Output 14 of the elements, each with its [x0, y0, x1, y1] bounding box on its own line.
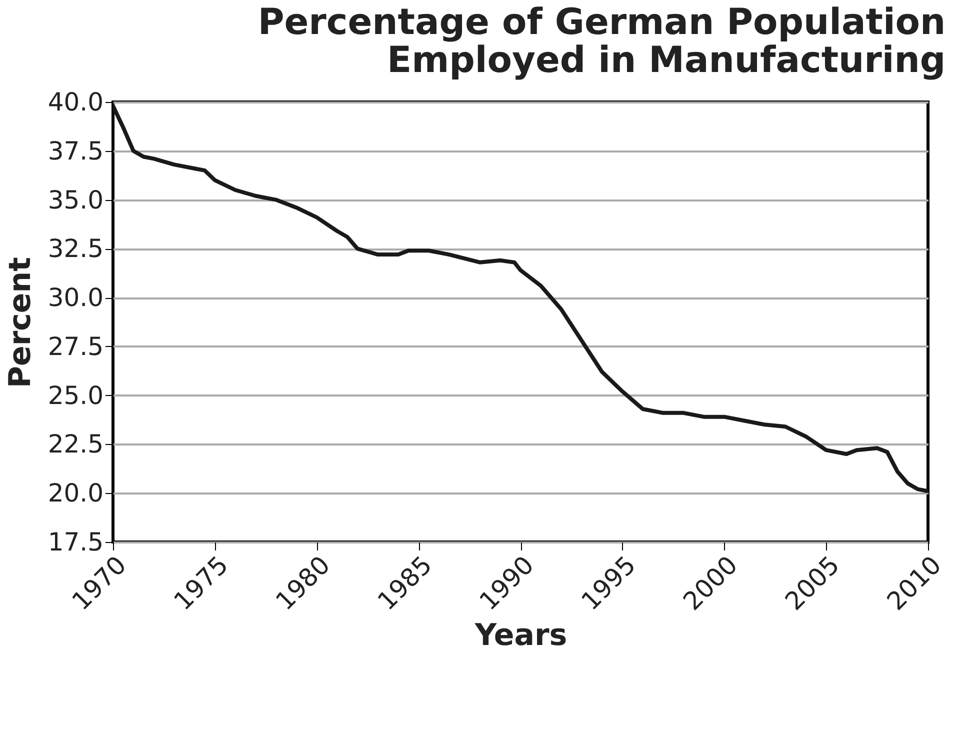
y-tick-label: 27.5: [48, 332, 104, 361]
y-tick-label: 40.0: [48, 88, 104, 116]
x-axis-title: Years: [474, 618, 568, 654]
y-axis-title: Percent: [2, 257, 38, 388]
y-tick-label: 20.0: [48, 478, 104, 508]
y-tick-label: 32.5: [48, 234, 104, 264]
y-tick-label: 22.5: [48, 430, 104, 459]
y-tick-label: 17.5: [48, 528, 104, 556]
y-tick-label: 30.0: [48, 283, 104, 312]
line-series: [113, 104, 928, 494]
chart-title: Percentage of German Population Employed in Manufacturing: [258, 2, 946, 81]
y-tick-label: 37.5: [48, 136, 104, 166]
y-tick-label: 25.0: [48, 380, 104, 410]
y-tick-label: 35.0: [48, 185, 104, 214]
